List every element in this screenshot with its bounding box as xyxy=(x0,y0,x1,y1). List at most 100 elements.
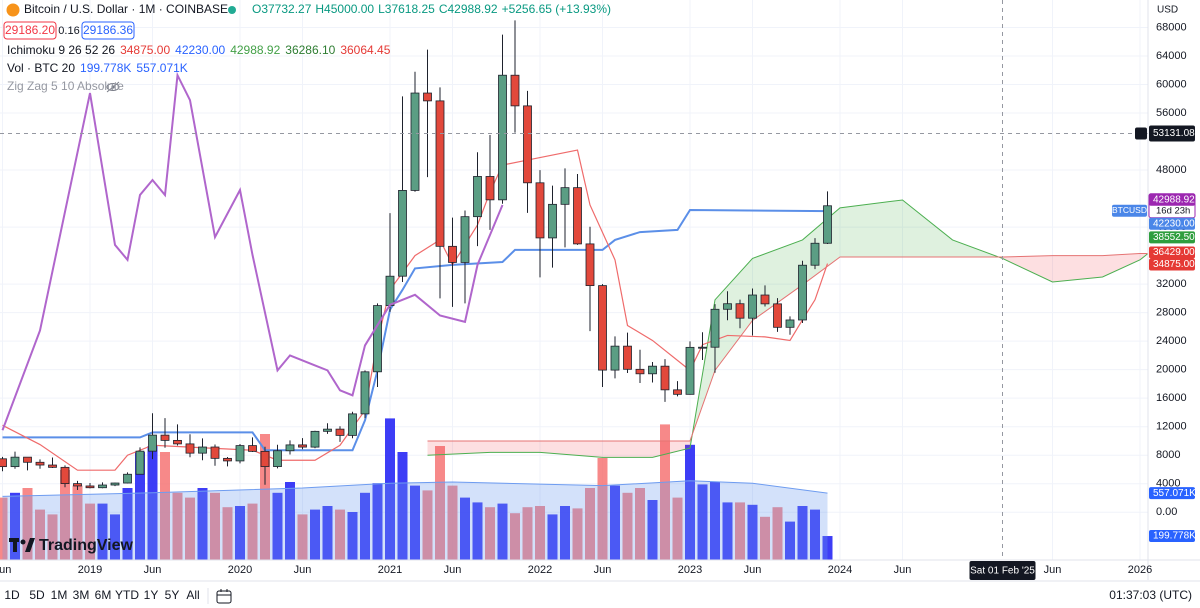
candle-body xyxy=(273,450,282,467)
volume-bar xyxy=(510,513,520,560)
buy-button[interactable] xyxy=(81,21,135,40)
kijun-line xyxy=(2,208,828,452)
candle-body xyxy=(23,456,32,463)
candle-body xyxy=(785,319,795,328)
volume-bar xyxy=(410,485,420,560)
cloud-fill xyxy=(490,440,540,453)
range-button[interactable]: 1M xyxy=(51,588,68,602)
crosshair-plus[interactable] xyxy=(1135,127,1147,140)
volume-bar xyxy=(85,503,95,560)
volume-bar xyxy=(35,509,45,560)
candle-body xyxy=(185,443,195,454)
range-button[interactable]: 1Y xyxy=(144,588,159,602)
cloud-fill xyxy=(1102,253,1140,277)
range-button[interactable]: 6M xyxy=(95,588,112,602)
y-tick-label: 24000 xyxy=(1156,335,1187,347)
volume-bar xyxy=(597,458,608,560)
x-tick-label: Jun xyxy=(894,564,912,576)
y-tick-label: 0.00 xyxy=(1156,506,1177,518)
candle-body xyxy=(385,275,395,306)
price-tag xyxy=(1149,217,1195,230)
volume-bar xyxy=(685,444,695,560)
candle-body xyxy=(85,485,95,489)
volume-bar xyxy=(22,488,33,560)
candle-body xyxy=(35,461,45,466)
indicator-name: Zig Zag 5 10 Absolute xyxy=(7,79,124,93)
cloud-fill xyxy=(715,258,753,371)
indicator-value: 34875.00 xyxy=(120,43,170,57)
candle-body xyxy=(560,187,570,205)
volume-bar xyxy=(422,490,433,560)
range-button[interactable]: 1D xyxy=(4,588,20,602)
candle-body xyxy=(160,434,170,441)
ohlc-value: O37732.27 xyxy=(252,2,312,16)
volume-bar xyxy=(272,492,283,560)
volume-tag xyxy=(1149,487,1195,500)
volume-bar xyxy=(460,497,470,560)
candle-body xyxy=(710,308,720,348)
sell-price[interactable]: 29186.20 xyxy=(5,23,55,37)
hide-icon[interactable] xyxy=(106,81,120,93)
candle-body xyxy=(460,216,470,263)
candle-body xyxy=(348,413,357,436)
candle-body xyxy=(823,205,832,244)
y-tick-label: 12000 xyxy=(1156,421,1187,433)
volume-bar xyxy=(485,507,495,560)
range-button[interactable]: All xyxy=(186,588,199,602)
indicator-value: 557.071K xyxy=(136,61,187,75)
indicator-value: 199.778K xyxy=(80,61,131,75)
volume-bar xyxy=(660,424,670,560)
volume-bar xyxy=(160,452,170,560)
volume-bar xyxy=(147,446,158,560)
cloud-fill xyxy=(602,440,653,458)
volume-bar xyxy=(710,482,720,560)
cloud-fill xyxy=(840,199,903,258)
ohlc-value: H45000.00 xyxy=(315,2,374,16)
x-tick-label: 2026 xyxy=(1128,564,1152,576)
indicator-value: 42988.92 xyxy=(230,43,280,57)
logo xyxy=(9,538,35,552)
volume-tag-label: 199.778K xyxy=(1153,531,1196,542)
volume-bar xyxy=(210,492,220,560)
volume-bar xyxy=(260,434,270,560)
x-tick-label: 2024 xyxy=(828,564,852,576)
y-tick-label: 56000 xyxy=(1156,107,1187,119)
x-tick-label: Jun xyxy=(594,564,612,576)
symbol-title: Bitcoin / U.S. Dollar · 1M · COINBASE xyxy=(24,2,228,16)
candle-body xyxy=(448,245,457,263)
volume-bar xyxy=(747,504,758,560)
date-range-icon[interactable] xyxy=(216,589,232,604)
candle-body xyxy=(760,294,770,305)
candle-body xyxy=(535,182,545,239)
range-button[interactable]: 5D xyxy=(29,588,45,602)
lead-a-line xyxy=(427,199,1148,458)
range-button[interactable]: 3M xyxy=(73,588,90,602)
volume-bar xyxy=(10,492,20,560)
price-tag-label: 34875.00 xyxy=(1153,259,1195,270)
volume-bar xyxy=(0,497,8,560)
volume-bar xyxy=(235,506,245,560)
range-button[interactable]: 5Y xyxy=(165,588,180,602)
ohlc-value: C42988.92 xyxy=(439,2,498,16)
volume-bar xyxy=(522,507,533,560)
sell-button[interactable] xyxy=(3,21,57,40)
volume-bar xyxy=(60,470,70,560)
volume-bar xyxy=(122,488,133,560)
volume-bar xyxy=(372,483,383,560)
volume-bar xyxy=(72,485,83,560)
y-tick-label: 28000 xyxy=(1156,307,1187,319)
candle-body xyxy=(473,176,482,218)
range-button[interactable]: YTD xyxy=(115,588,139,602)
y-tick-label: 8000 xyxy=(1156,449,1180,461)
x-tick-label: 2021 xyxy=(378,564,402,576)
buy-price[interactable]: 29186.36 xyxy=(83,23,133,37)
price-tag-label: 42988.92 xyxy=(1153,194,1195,205)
volume-bar xyxy=(697,484,708,560)
volume-bar xyxy=(560,506,570,560)
volume-bar xyxy=(47,514,58,560)
y-tick-label: 32000 xyxy=(1156,278,1187,290)
candle-body xyxy=(310,430,320,448)
volume-bar xyxy=(810,509,820,560)
countdown: 16d 23h xyxy=(1156,205,1190,216)
